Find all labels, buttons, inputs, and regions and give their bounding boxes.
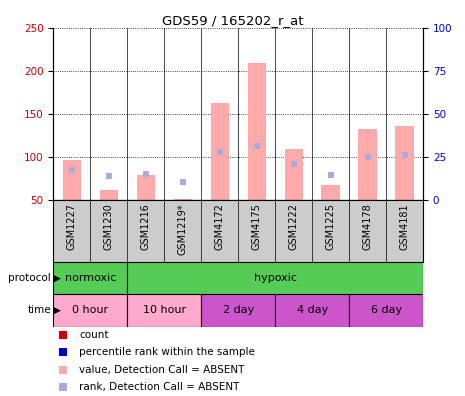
Text: rank, Detection Call = ABSENT: rank, Detection Call = ABSENT bbox=[80, 382, 240, 392]
Bar bbox=[275, 294, 349, 327]
Bar bbox=[100, 190, 118, 200]
Bar bbox=[201, 294, 275, 327]
Bar bbox=[137, 175, 155, 200]
Bar bbox=[127, 262, 423, 294]
Text: GSM1227: GSM1227 bbox=[67, 204, 77, 250]
Text: 10 hour: 10 hour bbox=[143, 305, 186, 316]
Bar bbox=[53, 262, 127, 294]
Text: GSM4175: GSM4175 bbox=[252, 204, 262, 250]
Text: count: count bbox=[80, 330, 109, 340]
Text: GSM1216: GSM1216 bbox=[141, 204, 151, 250]
Text: percentile rank within the sample: percentile rank within the sample bbox=[80, 347, 255, 357]
Text: 0 hour: 0 hour bbox=[73, 305, 108, 316]
Text: GDS59 / 165202_r_at: GDS59 / 165202_r_at bbox=[162, 14, 303, 27]
Text: ▶: ▶ bbox=[54, 306, 61, 315]
Bar bbox=[395, 126, 414, 200]
Bar bbox=[211, 103, 229, 200]
Text: value, Detection Call = ABSENT: value, Detection Call = ABSENT bbox=[80, 365, 245, 375]
Bar bbox=[359, 129, 377, 200]
Text: normoxic: normoxic bbox=[65, 273, 116, 283]
Bar bbox=[285, 148, 303, 200]
Bar bbox=[247, 63, 266, 200]
Text: GSM4172: GSM4172 bbox=[215, 204, 225, 250]
Bar bbox=[321, 185, 340, 200]
Text: time: time bbox=[27, 305, 51, 316]
Text: ▶: ▶ bbox=[54, 274, 61, 282]
Text: GSM1225: GSM1225 bbox=[326, 204, 336, 250]
Bar bbox=[127, 294, 201, 327]
Bar bbox=[173, 199, 192, 200]
Text: 4 day: 4 day bbox=[297, 305, 328, 316]
Text: GSM1230: GSM1230 bbox=[104, 204, 114, 250]
Text: 6 day: 6 day bbox=[371, 305, 402, 316]
Bar bbox=[63, 160, 81, 200]
Text: GSM4181: GSM4181 bbox=[399, 204, 410, 250]
Bar bbox=[349, 294, 423, 327]
Text: GSM4178: GSM4178 bbox=[363, 204, 373, 250]
Text: hypoxic: hypoxic bbox=[254, 273, 297, 283]
Text: GSM1222: GSM1222 bbox=[289, 204, 299, 250]
Text: 2 day: 2 day bbox=[223, 305, 254, 316]
Text: GSM1219*: GSM1219* bbox=[178, 204, 188, 255]
Text: protocol: protocol bbox=[8, 273, 51, 283]
Bar bbox=[53, 294, 127, 327]
